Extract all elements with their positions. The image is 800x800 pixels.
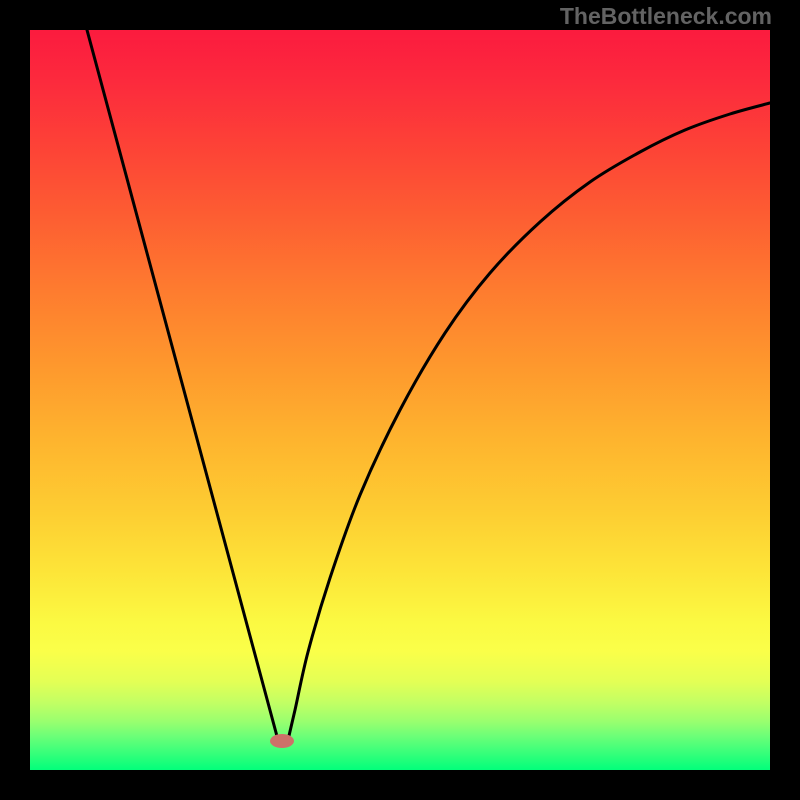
valley-marker: [270, 734, 294, 748]
image-frame: TheBottleneck.com: [0, 0, 800, 800]
plot-area: [30, 30, 770, 770]
watermark-text: TheBottleneck.com: [560, 3, 772, 30]
bottleneck-chart: [30, 30, 770, 770]
